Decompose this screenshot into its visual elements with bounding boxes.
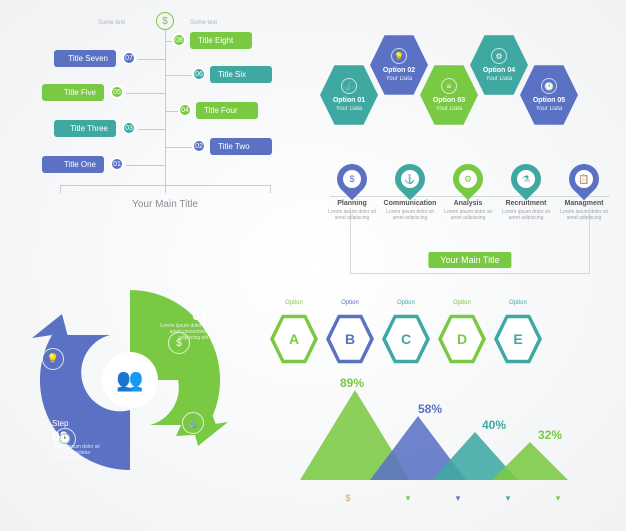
tree-node-8: Title One [42, 156, 104, 173]
cycle-icon-1: 💡 [42, 348, 64, 370]
triangle-pct-2: 58% [418, 402, 442, 416]
tri-footer-icon-1: $ [340, 490, 356, 506]
hex-option-1: ⚓Option 01Your Data [320, 62, 378, 128]
pin-icon: ⚗ [505, 158, 547, 200]
hex-letter-label: Option [494, 300, 542, 306]
pin-icon: ⚓ [389, 158, 431, 200]
hex-letter-text: B [330, 316, 370, 362]
hex-icon: 🕐 [541, 78, 557, 94]
cycle-diagram: 👥 Step01 Lorem ipsum dolor sit amet cons… [30, 280, 230, 480]
process-main-title: Your Main Title [428, 252, 511, 268]
cycle-icon-3: 🕐 [54, 428, 76, 450]
process-step-4: ⚗RecruitmentLorem ipsum dolor sit amet a… [498, 164, 554, 221]
tree-dot-03: 03 [122, 121, 136, 135]
tree-node-1: Title Eight [190, 32, 252, 49]
tree-node-6: Title Three [54, 120, 116, 137]
tri-footer-icon-5: ▾ [550, 490, 566, 506]
hex-letter-shape: E [494, 312, 542, 366]
tree-dot-05: 05 [110, 85, 124, 99]
hex-letter-shape: D [438, 312, 486, 366]
hex-letter-text: A [274, 316, 314, 362]
hex-letter-shape: C [382, 312, 430, 366]
triangle-pct-4: 32% [538, 428, 562, 442]
tree-node-7: Title Two [210, 138, 272, 155]
tree-dot-08: 08 [172, 33, 186, 47]
hex-letter-text: E [498, 316, 538, 362]
tree-node-4: Title Five [42, 84, 104, 101]
some-text-right: Some text [190, 20, 217, 26]
hex-letter-text: C [386, 316, 426, 362]
triangle-chart: 89% 58% 40% 32% $ ▾ ▾ ▾ ▾ [300, 370, 600, 510]
hex-icon: ⚓ [341, 78, 357, 94]
hexagon-options: ⚓Option 01Your Data💡Option 02Your Data≡O… [320, 28, 620, 138]
hex-letter-options: Option A Option B Option C Option D Option E [270, 300, 600, 360]
tri-footer-icon-3: ▾ [450, 490, 466, 506]
hex-letter-label: Option [438, 300, 486, 306]
tree-node-2: Title Seven [54, 50, 116, 67]
tree-dot-04: 04 [178, 103, 192, 117]
triangle-pct-3: 40% [482, 418, 506, 432]
hex-letter-label: Option [382, 300, 430, 306]
tree-dot-07: 07 [122, 51, 136, 65]
people-icon: 👥 [102, 352, 158, 408]
dollar-icon: $ [156, 12, 174, 30]
hex-letter-shape: B [326, 312, 374, 366]
tree-dot-02: 02 [192, 139, 206, 153]
process-step-2: ⚓CommunicationLorem ipsum dolor sit amet… [382, 164, 438, 221]
tree-node-3: Title Six [210, 66, 272, 83]
cycle-icon-2: $ [168, 332, 190, 354]
process-step-3: ⚙AnalysisLorem ipsum dolor sit amet adip… [440, 164, 496, 221]
hex-option-2: 💡Option 02Your Data [370, 32, 428, 98]
hex-letter-label: Option [270, 300, 318, 306]
hex-icon: 💡 [391, 48, 407, 64]
triangle-pct-1: 89% [340, 376, 364, 390]
tree-dot-01: 01 [110, 157, 124, 171]
tri-footer-icon-4: ▾ [500, 490, 516, 506]
hex-letter-shape: A [270, 312, 318, 366]
tree-node-5: Title Four [196, 102, 258, 119]
hex-letter-label: Option [326, 300, 374, 306]
some-text-left: Some text [98, 20, 125, 26]
process-step-5: 📋ManagmentLorem ipsum dolor sit amet adi… [556, 164, 612, 221]
process-step-1: $PlanningLorem ipsum dolor sit amet adip… [324, 164, 380, 221]
tree-main-title: Your Main Title [132, 199, 198, 210]
hex-icon: ≡ [441, 78, 457, 94]
pin-icon: ⚙ [447, 158, 489, 200]
process-flow: $PlanningLorem ipsum dolor sit amet adip… [320, 160, 620, 260]
hex-letter-text: D [442, 316, 482, 362]
triangle-4 [492, 442, 568, 480]
tree-diagram: $ Some text Some text Title Eight 08 Title… [20, 10, 310, 210]
hex-icon: ⚙ [491, 48, 507, 64]
pin-icon: $ [331, 158, 373, 200]
hex-option-5: 🕐Option 05Your Data [520, 62, 578, 128]
pin-icon: 📋 [563, 158, 605, 200]
tri-footer-icon-2: ▾ [400, 490, 416, 506]
cycle-icon-4: ⚓ [182, 412, 204, 434]
tree-dot-06: 06 [192, 67, 206, 81]
hex-option-3: ≡Option 03Your Data [420, 62, 478, 128]
hex-option-4: ⚙Option 04Your Data [470, 32, 528, 98]
